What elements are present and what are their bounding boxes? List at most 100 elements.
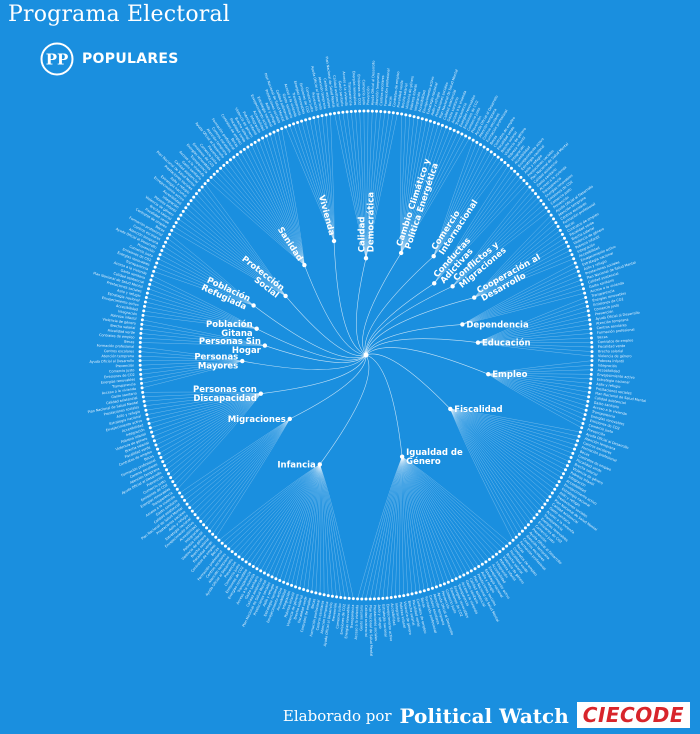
leaf-edge [474,222,556,298]
category-label: Personas Mayores [194,352,238,371]
leaf-edge [232,464,320,552]
leaf-edge [217,171,305,266]
leaf-node [404,113,408,117]
leaf-node [436,122,440,126]
leaf-label: Energías renovables [592,291,627,302]
leaf-node [186,202,190,206]
leaf-node [139,336,143,340]
leaf-label: Comercio justo [362,80,366,105]
leaf-node [534,192,538,196]
category-edge [365,286,453,356]
leaf-edge [220,168,305,266]
leaf-edge [141,360,243,384]
leaf-node [500,158,504,162]
leaf-node [143,304,147,308]
leaf-node [544,206,548,210]
leaf-edge [181,418,290,497]
leaf-edge [158,258,254,306]
category-node [283,293,288,299]
leaf-edge [400,132,459,254]
leaf-edge [433,159,502,257]
category-edge [365,324,463,356]
leaf-node [547,209,551,213]
leaf-edge [199,190,286,296]
leaf-node [290,583,294,587]
leaf-edge [297,122,335,242]
leaf-edge [319,464,346,598]
leaf-node [143,404,147,408]
category-label-line: Gitana [221,329,253,339]
leaf-node [520,529,524,533]
leaf-node [308,117,312,121]
leaf-node [508,541,512,545]
leaf-node [454,577,458,581]
category-edge [362,252,402,356]
leaf-edge [163,246,254,306]
leaf-node [288,123,292,127]
leaf-node [230,550,234,554]
leaf-edge [400,118,423,253]
leaf-node [511,538,515,542]
leaf-node [383,110,387,114]
leaf-edge [401,456,464,576]
leaf-node [538,509,542,513]
leaf-node [312,116,316,120]
leaf-label: Brecha salarial [293,595,304,620]
leaf-node [248,562,252,566]
leaf-label: Fiscalidad verde [297,596,308,623]
leaf-edge [400,135,466,254]
leaf-edge [228,464,320,549]
leaf-label: Plan Nacional de Salud Mental [595,391,646,403]
leaf-label: Pobreza infantil [284,592,296,618]
leaf-node [519,175,523,179]
leaf-label: Pobreza infantil [110,313,137,321]
leaf-node [561,472,565,476]
leaf-edge [474,254,573,298]
leaf-label: Becas [579,450,590,458]
leaf-edge [450,408,514,541]
leaf-node [337,111,341,115]
leaf-edge [283,464,320,583]
leaf-node [480,562,484,566]
leaf-node [220,541,224,545]
leaf-label: Emisiones de CO2 [104,373,135,379]
leaf-node [420,117,424,121]
leaf-node [469,569,473,573]
leaf-edge [346,111,367,259]
category-label-line: Migraciones [228,414,286,424]
leaf-edge [154,393,261,441]
leaf-label: Becas [310,598,316,609]
leaf-label: Violencia de género [598,354,632,358]
leaf-label: Becas [230,137,239,148]
leaf-label: Fiscalidad verde [107,328,135,334]
leaf-node [209,175,213,179]
leaf-label: Becas [515,544,525,554]
leaf-edge [192,418,290,512]
leaf-label: Becas [124,340,135,345]
leaf-label: Asilo y refugio [596,382,620,389]
leaf-node [157,451,161,455]
leaf-edge [142,315,257,329]
leaf-node [138,345,142,349]
leaf-label: Estrategia nacional [107,292,140,303]
party-name: POPULARES [82,51,179,67]
ciecode-brand: CIECODE [576,702,690,728]
leaf-node [249,143,253,147]
leaf-edge [162,393,261,462]
leaf-node [140,318,144,322]
leaf-edge [433,154,495,257]
leaf-node [418,590,422,594]
leaf-edge [401,456,437,587]
leaf-node [212,172,216,176]
leaf-label: Prevención [366,86,370,105]
leaf-edge [462,288,584,325]
leaf-node [217,538,221,542]
leaf-edge [266,135,305,266]
leaf-node [559,476,563,480]
leaf-node [138,368,142,372]
leaf-node [294,585,298,589]
category-label-line: Calidad [357,217,367,253]
leaf-node [192,195,196,199]
leaf-node [555,483,559,487]
category-label: Población Gitana [206,319,253,339]
